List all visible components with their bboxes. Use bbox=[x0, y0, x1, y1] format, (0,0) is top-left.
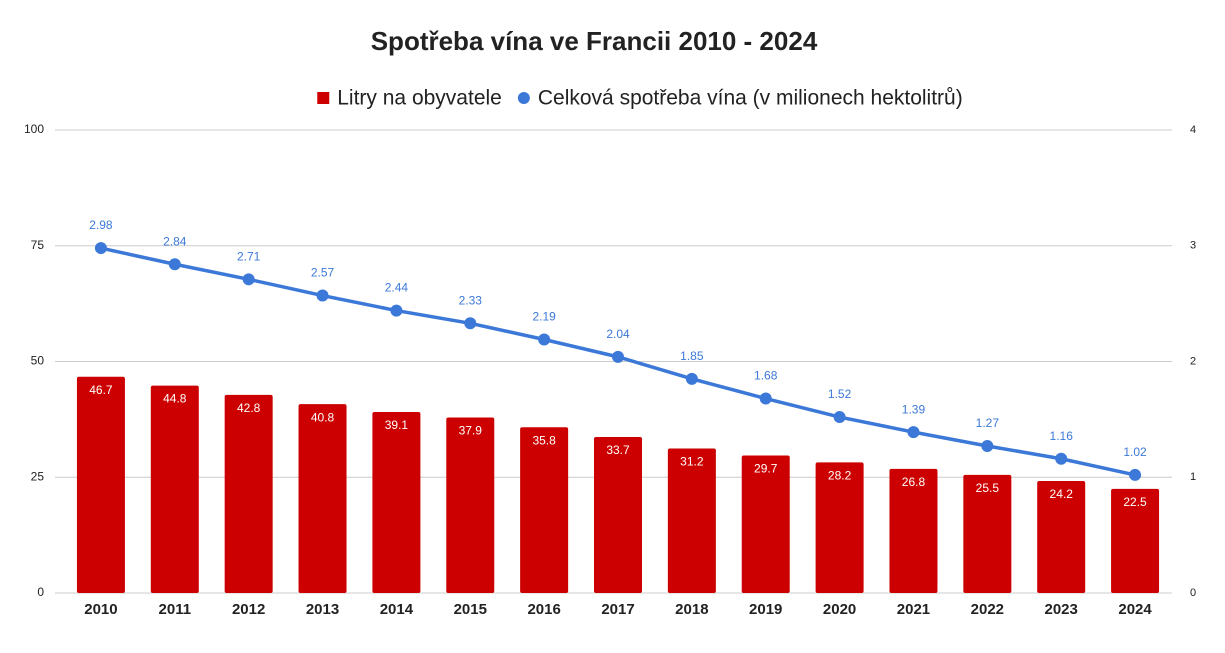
line-value-label: 1.52 bbox=[828, 387, 852, 401]
bar-value-label: 24.2 bbox=[1050, 487, 1074, 501]
bar bbox=[150, 385, 199, 593]
x-tick-label: 2016 bbox=[527, 601, 560, 618]
x-tick-label: 2022 bbox=[971, 601, 1004, 618]
legend-label: Celková spotřeba vína (v milionech hekto… bbox=[538, 87, 963, 110]
bar-value-label: 40.8 bbox=[311, 410, 335, 424]
line-value-label: 1.27 bbox=[976, 416, 1000, 430]
line-point bbox=[685, 372, 698, 385]
line-point bbox=[538, 333, 551, 346]
line-point bbox=[1129, 468, 1142, 481]
bar bbox=[667, 448, 716, 593]
line-value-label: 2.19 bbox=[532, 310, 556, 324]
bar bbox=[224, 394, 273, 593]
y2-tick-label: 1 bbox=[1190, 471, 1196, 483]
x-tick-label: 2023 bbox=[1045, 601, 1078, 618]
bar-value-label: 33.7 bbox=[606, 443, 630, 457]
bar bbox=[594, 436, 642, 593]
bar bbox=[372, 411, 421, 593]
line-value-label: 1.16 bbox=[1050, 429, 1074, 443]
line-value-label: 2.98 bbox=[89, 218, 113, 232]
line-point bbox=[907, 426, 920, 439]
x-tick-label: 2018 bbox=[675, 601, 708, 618]
line-point bbox=[981, 439, 994, 452]
bar bbox=[76, 376, 125, 593]
bar-value-label: 25.5 bbox=[976, 481, 1000, 495]
y-tick-label: 0 bbox=[37, 585, 44, 599]
line-point bbox=[168, 258, 181, 271]
bar bbox=[1111, 488, 1160, 593]
y-tick-label: 100 bbox=[24, 122, 44, 136]
bar bbox=[298, 404, 347, 593]
bar-value-label: 22.5 bbox=[1123, 495, 1147, 509]
y2-tick-label: 2 bbox=[1190, 355, 1196, 367]
bar-value-label: 31.2 bbox=[680, 455, 704, 469]
chart-title: Spotřeba vína ve Francii 2010 - 2024 bbox=[371, 26, 818, 56]
bar-value-label: 29.7 bbox=[754, 462, 778, 476]
x-tick-label: 2024 bbox=[1118, 601, 1152, 618]
bar-value-label: 26.8 bbox=[902, 475, 926, 489]
line-point bbox=[612, 350, 624, 363]
line-value-label: 2.33 bbox=[459, 293, 483, 307]
x-tick-label: 2015 bbox=[454, 601, 487, 618]
y-tick-label: 75 bbox=[31, 238, 45, 252]
bar bbox=[889, 468, 938, 593]
legend-marker bbox=[517, 92, 530, 104]
bar-value-label: 46.7 bbox=[89, 383, 113, 397]
bar-value-label: 37.9 bbox=[459, 424, 483, 438]
y-tick-label: 50 bbox=[31, 354, 45, 368]
bar bbox=[741, 455, 790, 593]
line-point bbox=[316, 289, 329, 302]
line-point bbox=[759, 392, 772, 405]
line-point bbox=[1055, 452, 1068, 465]
line-value-label: 2.71 bbox=[237, 249, 261, 263]
bar-value-label: 35.8 bbox=[532, 433, 556, 447]
y2-tick-label: 0 bbox=[1190, 587, 1196, 599]
line-point bbox=[242, 273, 255, 286]
line-value-label: 2.84 bbox=[163, 234, 187, 248]
bar bbox=[520, 427, 569, 593]
x-tick-label: 2020 bbox=[823, 601, 856, 618]
legend-marker bbox=[317, 92, 330, 104]
line-value-label: 2.04 bbox=[606, 327, 630, 341]
line-value-label: 1.39 bbox=[902, 402, 926, 416]
line-value-label: 1.02 bbox=[1123, 445, 1147, 459]
bar-value-label: 44.8 bbox=[163, 392, 187, 406]
x-tick-label: 2011 bbox=[159, 601, 192, 618]
x-tick-label: 2017 bbox=[601, 601, 634, 618]
bar bbox=[815, 462, 864, 593]
x-tick-label: 2021 bbox=[897, 601, 930, 618]
line-value-label: 1.85 bbox=[680, 349, 704, 363]
bar bbox=[1037, 480, 1086, 593]
bar bbox=[446, 417, 495, 593]
line-point bbox=[833, 411, 846, 424]
bar bbox=[963, 474, 1012, 593]
legend-label: Litry na obyvatele bbox=[337, 87, 502, 110]
x-tick-label: 2019 bbox=[749, 601, 782, 618]
x-tick-label: 2014 bbox=[380, 601, 414, 618]
line-value-label: 2.44 bbox=[385, 281, 409, 295]
bar-value-label: 42.8 bbox=[237, 401, 261, 415]
line-point bbox=[94, 242, 107, 255]
line-value-label: 2.57 bbox=[311, 266, 335, 280]
x-tick-label: 2013 bbox=[306, 601, 339, 618]
line-point bbox=[390, 304, 403, 317]
y-tick-label: 25 bbox=[31, 469, 45, 483]
bar-value-label: 39.1 bbox=[385, 418, 409, 432]
x-tick-label: 2012 bbox=[232, 601, 265, 618]
y2-tick-label: 4 bbox=[1190, 124, 1196, 136]
y2-tick-label: 3 bbox=[1190, 240, 1196, 252]
line-point bbox=[464, 317, 477, 330]
bar-value-label: 28.2 bbox=[828, 469, 852, 483]
x-tick-label: 2010 bbox=[84, 601, 117, 618]
line-value-label: 1.68 bbox=[754, 369, 778, 383]
